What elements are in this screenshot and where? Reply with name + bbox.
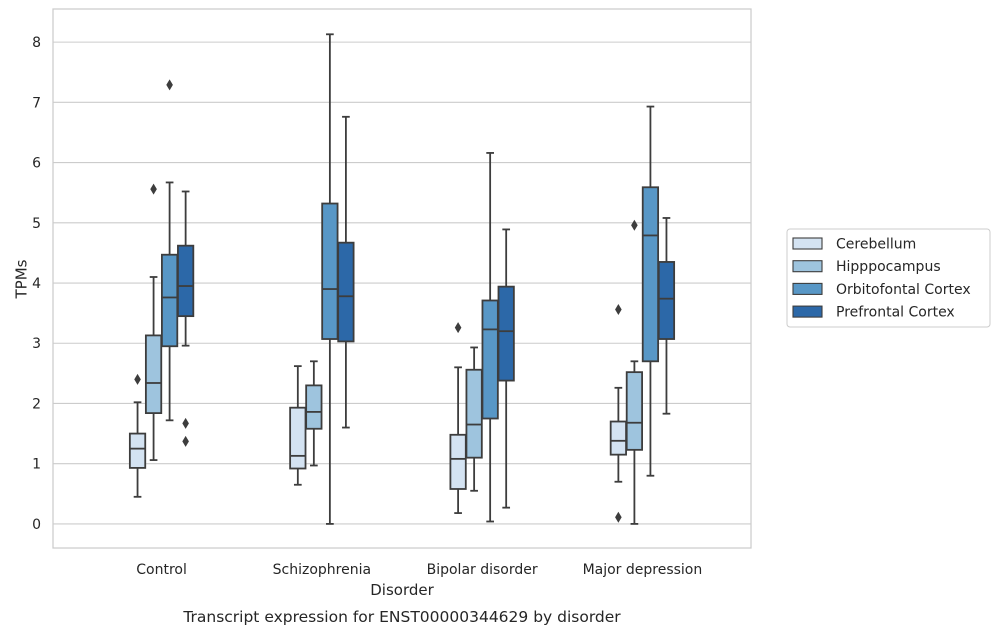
legend-swatch [792, 237, 823, 250]
box-plot [337, 115, 355, 429]
box-plot [305, 360, 323, 467]
legend-label: Hipppocampus [836, 259, 941, 275]
outlier-point [454, 322, 462, 334]
box [465, 368, 483, 459]
outlier-point [615, 511, 622, 523]
box [641, 186, 660, 363]
box-plot [657, 217, 676, 415]
box [305, 384, 323, 430]
box-plot [625, 219, 643, 525]
box [609, 420, 627, 456]
box [144, 334, 163, 414]
box [289, 406, 307, 470]
outlier-point [134, 373, 141, 385]
y-tick-label: 5 [32, 216, 41, 232]
outlier-point [166, 79, 173, 91]
legend-label: Orbitofontal Cortex [836, 282, 971, 298]
box [625, 371, 643, 451]
y-tick-label: 7 [32, 95, 41, 111]
x-tick-label: Bipolar disorder [427, 562, 538, 578]
y-tick-label: 4 [32, 276, 41, 292]
box [337, 241, 355, 343]
y-axis-ticks: 0 1 2 3 4 5 6 7 8 [32, 35, 41, 533]
box [481, 299, 499, 420]
box [128, 432, 147, 469]
y-tick-label: 2 [32, 396, 41, 412]
box-plot [128, 373, 147, 498]
x-axis-ticks: Control Schizophrenia Bipolar disorder Majo… [136, 562, 702, 578]
box-plot [641, 105, 660, 477]
box [497, 285, 515, 382]
y-tick-label: 6 [32, 156, 41, 172]
x-axis-title: Disorder [370, 581, 434, 599]
y-tick-label: 1 [32, 457, 41, 473]
box-plots [128, 33, 676, 525]
outlier-point [182, 417, 189, 429]
box [177, 244, 195, 318]
box-plot [144, 183, 163, 461]
plot-area [52, 8, 752, 549]
chart-title: Transcript expression for ENST0000034462… [182, 608, 621, 626]
box [449, 433, 467, 490]
box [161, 253, 179, 348]
box-plot [177, 190, 195, 447]
box-plot [609, 304, 627, 523]
x-tick-label: Major depression [583, 562, 703, 578]
box-plot [497, 228, 515, 509]
outlier-point [631, 219, 638, 231]
box [657, 261, 676, 340]
y-tick-label: 3 [32, 336, 41, 352]
legend: Cerebellum Hipppocampus Orbitofontal Corte… [786, 228, 991, 328]
y-tick-label: 8 [32, 35, 41, 51]
box-plot [289, 365, 307, 486]
legend-swatch [792, 282, 823, 295]
box-plot [161, 79, 179, 422]
outlier-point [150, 183, 157, 195]
box-plot [481, 152, 499, 523]
box-plot [449, 322, 467, 514]
box-plot [465, 346, 483, 492]
outlier-point [182, 435, 189, 447]
box [321, 202, 339, 340]
y-axis-title: TPMs [13, 259, 31, 299]
legend-swatch [792, 305, 823, 318]
outlier-point [615, 304, 622, 316]
legend-label: Prefrontal Cortex [836, 305, 955, 321]
legend-label: Cerebellum [836, 237, 916, 253]
box-plot [321, 33, 339, 525]
y-tick-label: 0 [32, 517, 41, 533]
x-tick-label: Schizophrenia [273, 562, 371, 578]
legend-swatch [792, 260, 823, 273]
legend-frame [786, 228, 991, 328]
x-tick-label: Control [136, 562, 187, 578]
